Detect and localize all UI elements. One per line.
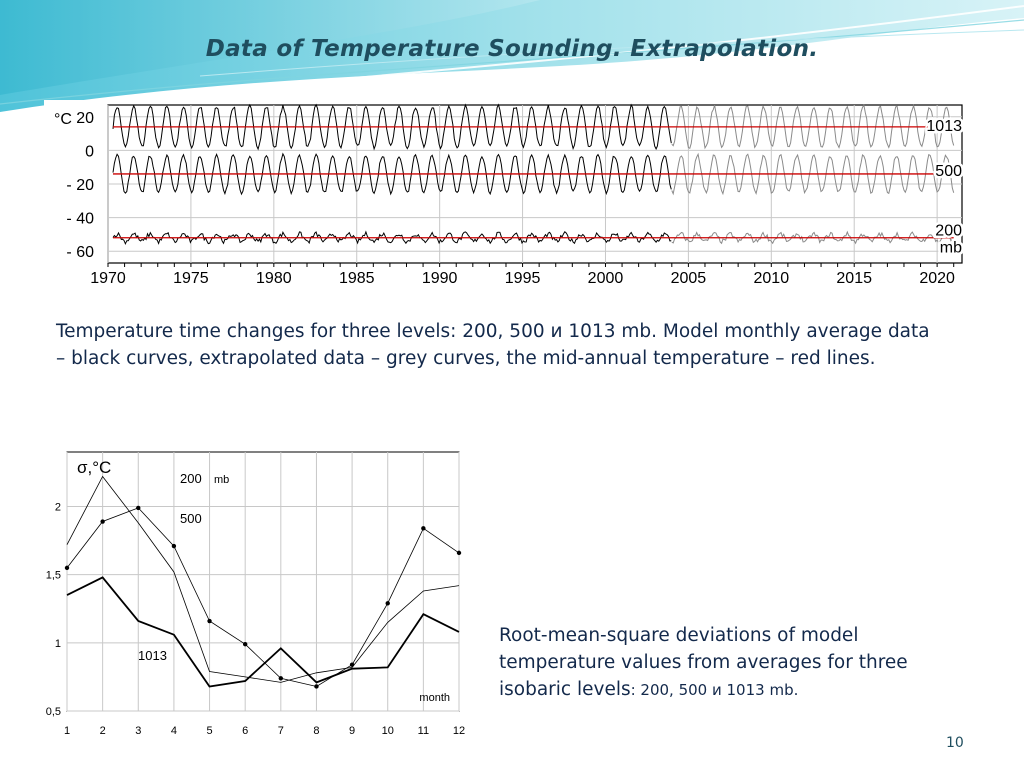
rms-series-label-200: 200 — [180, 471, 202, 486]
temperature-timeseries-panel: 20 0- 20- 40- 60 1970 1975 1980 1985 1990 1995 2… — [44, 100, 970, 290]
rms-x-axis-label: month — [419, 692, 450, 704]
timeseries-y-tick-label: - 40 — [66, 211, 94, 228]
model-curve-1013 — [112, 103, 672, 151]
rms-point-500 — [278, 676, 284, 681]
rms-x-tick-label: 12 — [453, 725, 465, 737]
rms-point-500 — [456, 550, 462, 556]
rms-deviation-panel: 0,5 1 1,5 2 1 2 3 4 5 6 7 8 9 10 11 12 σ,°C month 200 mb 500… — [38, 451, 466, 741]
model-curve-200 — [112, 230, 672, 246]
rms-point-500 — [100, 519, 105, 524]
timeseries-x-tick-label: 2000 — [588, 270, 624, 287]
rms-unit-label: mb — [214, 474, 229, 486]
rms-x-tick-label: 3 — [135, 725, 141, 737]
rms-x-tick-label: 1 — [64, 725, 70, 737]
rms-x-tick-label: 11 — [418, 725, 429, 737]
rms-x-tick-label: 10 — [382, 725, 394, 737]
timeseries-y-tick-label: - 60 — [66, 244, 94, 261]
rms-series-label-500: 500 — [180, 511, 202, 526]
extrapolated-curve-1013 — [671, 103, 955, 150]
timeseries-y-tick-label: 20 — [76, 110, 94, 127]
rms-y-tick-label: 2 — [55, 502, 61, 514]
timeseries-x-tick-label: 1995 — [505, 270, 541, 287]
series-label-200: 200 — [935, 222, 962, 239]
timeseries-unit-label: mb — [940, 240, 962, 257]
rms-point-500 — [385, 601, 390, 606]
rms-point-500 — [349, 662, 355, 667]
rms-x-tick-label: 6 — [242, 725, 248, 737]
rms-y-tick-label: 0,5 — [46, 706, 61, 718]
timeseries-x-tick-label: 2010 — [754, 270, 790, 287]
rms-caption-levels: : 200, 500 и 1013 mb. — [630, 681, 799, 699]
rms-point-500 — [314, 684, 319, 689]
rms-y-axis-label: σ,°C — [77, 458, 111, 477]
rms-series-200 — [66, 475, 460, 683]
extrapolated-curve-500 — [671, 152, 955, 196]
model-curve-500 — [112, 152, 672, 196]
rms-plot-frame — [66, 451, 460, 712]
wave-line-2 — [0, 19, 1024, 105]
series-label-1013: 1013 — [926, 118, 962, 135]
timeseries-x-tick-label: 2020 — [919, 270, 955, 287]
page-number: 10 — [946, 735, 964, 751]
timeseries-caption: Temperature time changes for three level… — [56, 321, 930, 369]
rms-point-500 — [207, 618, 212, 624]
rms-point-500 — [242, 642, 248, 647]
extrapolated-curve-200 — [671, 230, 955, 245]
rms-x-tick-label: 2 — [100, 725, 106, 737]
rms-caption: Root-mean-square deviations of model tem… — [499, 622, 969, 704]
rms-point-500 — [136, 505, 141, 511]
timeseries-x-tick-label: 1970 — [90, 270, 126, 287]
timeseries-x-tick-label: 2005 — [671, 270, 707, 287]
top-wave-accent — [0, 0, 540, 95]
rms-series-500 — [66, 507, 460, 687]
rms-y-tick-label: 1,5 — [46, 570, 61, 582]
rms-series-label-1013: 1013 — [138, 648, 167, 663]
rms-x-tick-label: 8 — [313, 725, 319, 737]
slide-title: Data of Temperature Sounding. Extrapolat… — [205, 36, 819, 62]
rms-point-500 — [421, 526, 426, 531]
rms-y-tick-label: 1 — [55, 638, 61, 650]
rms-x-tick-label: 4 — [171, 725, 177, 737]
rms-point-500 — [171, 543, 177, 549]
rms-series-1013 — [66, 576, 460, 688]
timeseries-x-tick-label: 1990 — [422, 270, 458, 287]
timeseries-x-tick-label: 1980 — [256, 270, 292, 287]
timeseries-x-tick-label: 1975 — [173, 270, 209, 287]
rms-point-500 — [64, 565, 70, 571]
rms-x-tick-label: 5 — [206, 725, 212, 737]
rms-caption-main: Root-mean-square deviations of model tem… — [499, 625, 908, 700]
timeseries-x-tick-label: 2015 — [836, 270, 872, 287]
timeseries-x-tick-label: 1985 — [339, 270, 375, 287]
rms-x-tick-label: 9 — [349, 725, 355, 737]
series-label-500: 500 — [935, 163, 962, 180]
rms-x-tick-label: 7 — [278, 725, 284, 737]
timeseries-y-tick-label: 0 — [85, 143, 94, 160]
timeseries-y-tick-label: - 20 — [66, 177, 94, 194]
wave-line-3 — [199, 29, 1024, 77]
timeseries-y-axis-label: °C — [54, 111, 72, 128]
